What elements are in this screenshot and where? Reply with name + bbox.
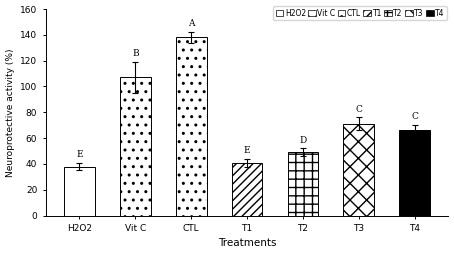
Text: D: D: [299, 136, 306, 145]
Bar: [232, 163, 262, 216]
Text: B: B: [132, 49, 138, 58]
Text: E: E: [244, 146, 251, 155]
Bar: [344, 124, 374, 216]
Text: C: C: [355, 105, 362, 114]
Text: E: E: [76, 150, 83, 159]
Legend: H2O2, Vit C, CTL, T1, T2, T3, T4: H2O2, Vit C, CTL, T1, T2, T3, T4: [273, 6, 447, 20]
Bar: [64, 167, 95, 216]
Bar: [287, 152, 318, 216]
Text: A: A: [188, 19, 194, 28]
Bar: [120, 77, 151, 216]
X-axis label: Treatments: Treatments: [218, 239, 276, 248]
Bar: [400, 130, 430, 216]
Bar: [176, 37, 207, 216]
Text: C: C: [411, 112, 418, 121]
Y-axis label: Neuroprotective activity (%): Neuroprotective activity (%): [5, 48, 15, 177]
